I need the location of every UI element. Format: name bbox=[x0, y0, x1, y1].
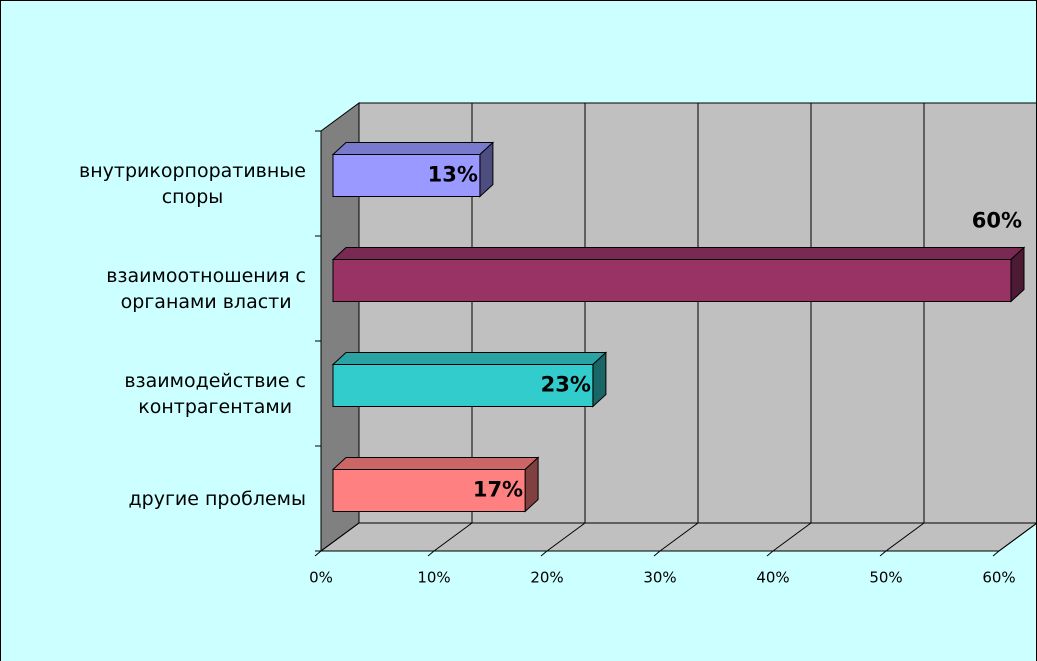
bar-top bbox=[331, 352, 608, 365]
x-tick bbox=[540, 550, 548, 557]
value-label: 23% bbox=[541, 373, 591, 397]
bar bbox=[332, 364, 594, 407]
x-tick bbox=[879, 550, 887, 557]
value-label: 17% bbox=[473, 478, 523, 502]
category-label: другие проблемы bbox=[128, 487, 307, 510]
x-tick bbox=[992, 550, 1000, 557]
x-tick-label: 20% bbox=[530, 569, 563, 587]
bar bbox=[332, 154, 481, 197]
x-tick bbox=[653, 550, 661, 557]
floor-line bbox=[659, 522, 699, 552]
category-label: взаимоотношения с органами власти bbox=[106, 264, 306, 313]
x-tick-label: 0% bbox=[309, 569, 333, 587]
x-tick bbox=[766, 550, 774, 557]
category-label: внутрикорпоративные споры bbox=[79, 159, 306, 208]
x-tick-label: 30% bbox=[643, 569, 676, 587]
floor-line bbox=[885, 522, 925, 552]
floor-line bbox=[320, 522, 360, 552]
floor-line bbox=[433, 522, 473, 552]
floor-line bbox=[546, 522, 586, 552]
category-label: взаимодействие с контрагентами bbox=[124, 369, 306, 418]
bar-top bbox=[331, 457, 540, 470]
x-tick-label: 50% bbox=[869, 569, 902, 587]
x-tick bbox=[314, 550, 322, 557]
value-label: 13% bbox=[428, 163, 478, 187]
floor-line bbox=[998, 523, 1036, 552]
floor-line bbox=[772, 522, 812, 552]
x-tick-label: 40% bbox=[756, 569, 789, 587]
x-tick-label: 10% bbox=[417, 569, 450, 587]
bar bbox=[332, 259, 1012, 302]
bar-top bbox=[331, 142, 495, 155]
bar-top bbox=[331, 247, 1026, 260]
value-label: 60% bbox=[972, 209, 1022, 233]
x-tick-label: 60% bbox=[982, 569, 1015, 587]
x-tick bbox=[427, 550, 435, 557]
bar bbox=[332, 469, 526, 512]
